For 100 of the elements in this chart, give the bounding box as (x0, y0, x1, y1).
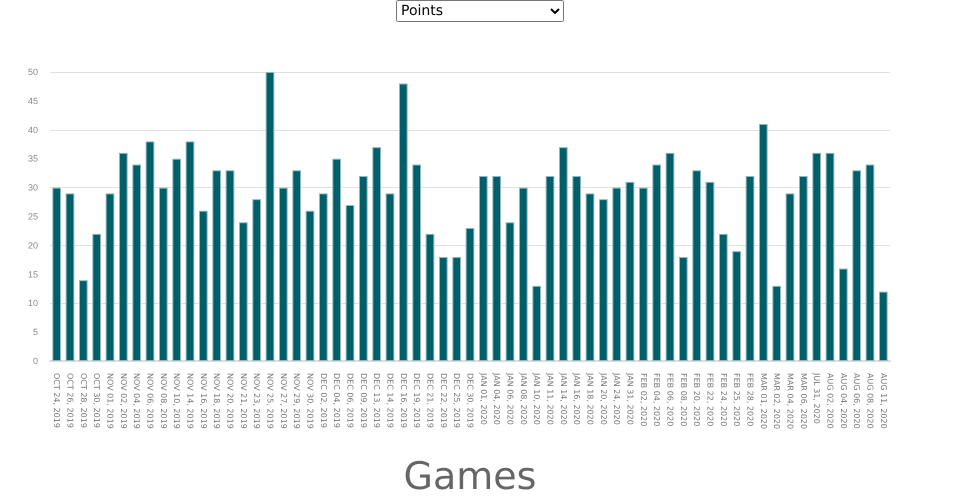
y-tick-label: 25 (28, 212, 38, 222)
y-tick-label: 35 (28, 154, 38, 164)
x-tick-label: NOV 29, 2019 (292, 373, 302, 429)
bar (239, 222, 248, 361)
bar (866, 164, 874, 361)
bar (679, 256, 688, 361)
y-tick-label: 5 (32, 327, 38, 338)
bar (759, 124, 768, 361)
y-tick-label: 30 (28, 182, 38, 193)
bar (719, 234, 728, 361)
x-tick-label: OCT 26, 2019 (66, 373, 74, 428)
x-tick-label: NOV 02, 2019 (118, 373, 128, 429)
x-tick-label: JAN 11, 2020 (546, 372, 554, 425)
bar (599, 199, 608, 361)
bar (492, 176, 501, 361)
bar (119, 152, 128, 361)
bar (199, 210, 208, 361)
x-tick-label: NOV 16, 2019 (198, 373, 208, 429)
bar (346, 204, 354, 361)
bar (412, 164, 421, 361)
bar (106, 193, 114, 361)
bar (706, 182, 714, 361)
bar (426, 234, 434, 361)
x-tick-label: DEC 19, 2019 (412, 373, 422, 428)
bar (252, 199, 261, 361)
bar (786, 193, 794, 361)
x-tick-label: DEC 14, 2019 (386, 373, 394, 428)
bar (639, 188, 648, 361)
bar (826, 152, 834, 361)
x-tick-label: MAR 01, 2020 (758, 373, 768, 430)
bar (532, 286, 541, 361)
x-tick-label: NOV 06, 2019 (146, 373, 154, 429)
bar (812, 152, 821, 361)
bar (306, 210, 314, 361)
bar (586, 193, 594, 361)
x-tick-label: FEB 02, 2020 (638, 373, 648, 426)
bar (279, 188, 288, 361)
x-tick-label: NOV 23, 2019 (252, 373, 262, 429)
bar (386, 193, 394, 361)
x-tick-label: JAN 14, 2020 (558, 372, 568, 425)
bar (839, 268, 848, 361)
bar (372, 147, 381, 361)
x-tick-label: AUG 04, 2020 (838, 373, 848, 429)
x-tick-label: NOV 04, 2019 (132, 373, 142, 429)
y-tick-label: 10 (28, 298, 38, 308)
bar (332, 158, 341, 361)
bar (626, 182, 634, 361)
x-tick-label: DEC 16, 2019 (398, 373, 408, 428)
x-tick-label: NOV 30, 2019 (306, 373, 314, 429)
bar (799, 176, 808, 361)
bar (439, 256, 448, 361)
x-tick-label: AUG 02, 2020 (826, 373, 834, 429)
y-tick-label: 45 (28, 96, 38, 106)
x-tick-label: NOV 27, 2019 (278, 373, 288, 429)
x-tick-label: NOV 21, 2019 (238, 373, 248, 429)
bar (652, 164, 661, 361)
x-tick-label: FEB 08, 2020 (678, 373, 688, 426)
bar (452, 256, 461, 361)
x-tick-label: NOV 20, 2019 (226, 373, 234, 429)
bar (559, 147, 568, 361)
y-tick-label: 40 (28, 124, 38, 135)
bar (132, 164, 141, 361)
x-tick-label: NOV 01, 2019 (106, 373, 114, 429)
x-tick-label: OCT 30, 2019 (92, 373, 102, 428)
x-tick-label: NOV 18, 2019 (212, 373, 222, 429)
y-tick-label: 50 (28, 67, 38, 77)
x-tick-label: OCT 28, 2019 (78, 373, 88, 428)
bar (172, 158, 181, 361)
bar (159, 188, 168, 361)
x-tick-label: JAN 08, 2020 (518, 372, 528, 425)
x-tick-label: JAN 24, 2020 (612, 372, 622, 425)
x-tick-label: JAN 04, 2020 (492, 372, 502, 425)
bar (92, 234, 101, 361)
bar (212, 170, 221, 361)
bar (852, 170, 861, 361)
x-tick-label: DEC 09, 2019 (358, 373, 368, 428)
x-axis-title: Games (404, 454, 536, 498)
x-tick-label: DEC 22, 2019 (438, 373, 448, 428)
x-tick-label: AUG 11, 2020 (878, 373, 888, 429)
bar (66, 193, 74, 361)
x-tick-label: FEB 20, 2020 (692, 373, 702, 426)
x-tick-label: DEC 13, 2019 (372, 373, 382, 428)
bar (466, 228, 474, 361)
x-tick-label: DEC 02, 2019 (318, 373, 328, 428)
x-tick-label: NOV 14, 2019 (186, 373, 194, 429)
bar (186, 141, 194, 361)
x-tick-label: DEC 06, 2019 (346, 373, 354, 428)
bar (266, 72, 274, 361)
y-tick-label: 20 (28, 240, 38, 250)
x-tick-label: FEB 24, 2020 (718, 373, 728, 426)
x-tick-label: JAN 16, 2020 (572, 372, 582, 425)
x-tick-label: OCT 24, 2019 (52, 373, 62, 428)
bar (479, 176, 488, 361)
bar (519, 188, 528, 361)
bar (226, 170, 234, 361)
x-tick-label: NOV 08, 2019 (158, 373, 168, 429)
bar (359, 176, 368, 361)
x-tick-label: DEC 21, 2019 (426, 373, 434, 428)
bar (52, 188, 61, 361)
x-tick-label: JAN 18, 2020 (586, 372, 594, 425)
